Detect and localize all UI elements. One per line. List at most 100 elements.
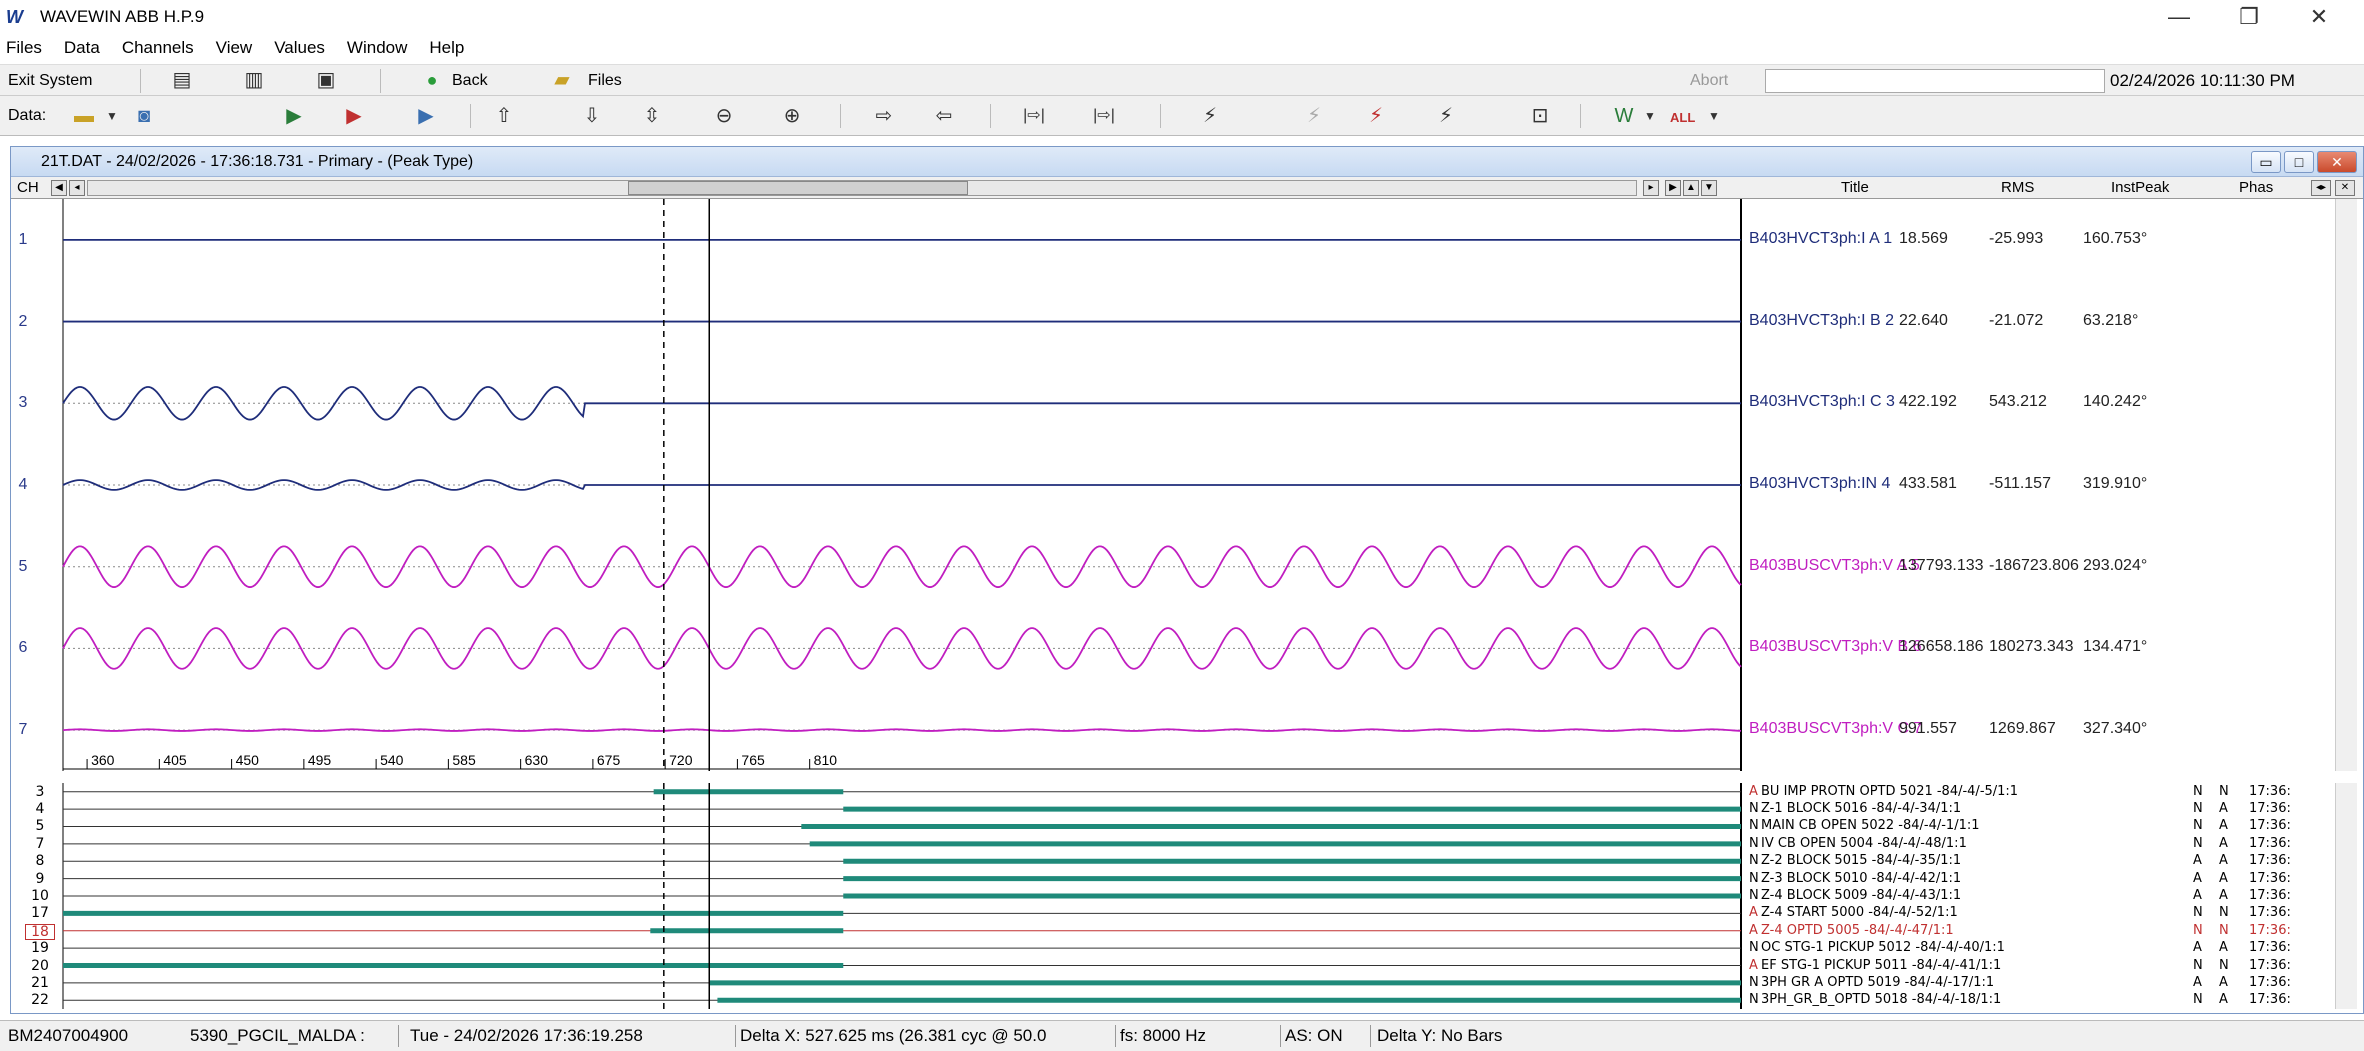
digital-channel-item[interactable]: A Z-4 OPTD 5005 -84/-4/-47/1:1 N N 17:36:: [1749, 923, 2333, 938]
wavewin-dropdown-icon[interactable]: ▼: [1644, 109, 1656, 123]
scroll-down-button[interactable]: ▼: [1701, 180, 1717, 196]
menu-help[interactable]: Help: [429, 38, 465, 57]
add-channel-icon[interactable]: ▶: [286, 105, 302, 127]
layout-columns-icon[interactable]: ▥: [244, 69, 264, 91]
restore-button[interactable]: ❐: [2239, 4, 2259, 29]
analog-waveforms[interactable]: 360 405 450 495 540 585 630 675 720 765 810: [11, 199, 1745, 771]
scroll-left-button[interactable]: ◂: [69, 180, 85, 196]
col-title-header[interactable]: Title: [1841, 179, 1869, 196]
menu-files[interactable]: Files: [6, 38, 42, 57]
channel-row[interactable]: B403BUSCVT3ph:V A 5 137793.133 -186723.806…: [1747, 557, 2333, 577]
digital-channel-item[interactable]: N IV CB OPEN 5004 -84/-4/-48/1:1 N A 17:36:: [1749, 836, 2333, 851]
arrow-up-icon[interactable]: ⇧: [495, 105, 513, 127]
arrow-left-icon[interactable]: ⇦: [935, 105, 953, 127]
digital-channel-item[interactable]: N Z-2 BLOCK 5015 -84/-4/-35/1:1 A A 17:36:: [1749, 854, 2333, 868]
digital-channel-item[interactable]: N Z-3 BLOCK 5010 -84/-4/-42/1:1 A A 17:36:: [1749, 871, 2333, 886]
channel-number[interactable]: 4: [18, 476, 28, 493]
channel-number[interactable]: 3: [18, 394, 28, 412]
digital-channel-item[interactable]: N MAIN CB OPEN 5022 -84/-4/-1/1:1 N A 17:36:: [1749, 819, 2333, 833]
digital-channel-item[interactable]: N Z-1 BLOCK 5016 -84/-4/-34/1:1 N A 17:36:: [1749, 802, 2333, 816]
wavewin-icon[interactable]: W: [1614, 105, 1634, 127]
digital-channel-item[interactable]: A BU IMP PROTN OPTD 5021 -84/-4/-5/1:1 N N 1…: [1749, 784, 2333, 799]
digital-channel-number[interactable]: 5: [35, 818, 45, 835]
digital-channel-number[interactable]: 21: [31, 974, 49, 991]
scroll-up-button[interactable]: ▲: [1683, 180, 1699, 196]
digital-channel-number[interactable]: 7: [35, 835, 45, 852]
layout-split-icon[interactable]: ▣: [316, 69, 336, 91]
folder-icon[interactable]: ▰: [554, 69, 570, 91]
minimize-button[interactable]: —: [2168, 4, 2190, 29]
menu-view[interactable]: View: [215, 38, 253, 57]
channel-number[interactable]: 6: [18, 639, 28, 657]
digital-channel-item[interactable]: A EF STG-1 PICKUP 5011 -84/-4/-41/1:1 N N 17…: [1749, 958, 2333, 973]
menu-values[interactable]: Values: [274, 38, 325, 57]
arrow-down-icon[interactable]: ⇩: [583, 105, 601, 127]
waveform-ch6[interactable]: [62, 627, 1742, 670]
channel-row[interactable]: B403HVCT3ph:I C 3 422.192 543.212 140.242°: [1747, 393, 2333, 413]
digital-channel-number[interactable]: 18: [25, 923, 55, 940]
digital-channel-number[interactable]: 4: [35, 801, 45, 818]
layout-rows-icon[interactable]: ▤: [172, 69, 192, 91]
vertical-scrollbar-analog[interactable]: [2335, 199, 2357, 771]
menu-data[interactable]: Data: [63, 38, 100, 57]
channel-row[interactable]: B403BUSCVT3ph:V B 6 126658.186 180273.343 1…: [1747, 638, 2333, 658]
channel-number[interactable]: 7: [18, 721, 28, 739]
digital-channel-item[interactable]: N Z-4 BLOCK 5009 -84/-4/-43/1:1 A A 17:36:: [1749, 889, 2333, 903]
scroll-right-end-button[interactable]: ▶: [1665, 180, 1681, 196]
menu-channels[interactable]: Channels: [121, 38, 194, 57]
channel-settings-icon[interactable]: ▶: [418, 105, 434, 127]
phasor-icon[interactable]: ⚡: [1202, 105, 1218, 127]
digital-channel-item[interactable]: N 3PH GR A OPTD 5019 -84/-4/-17/1:1 A A 17:3…: [1749, 975, 2333, 990]
digital-channel-number[interactable]: 9: [35, 870, 45, 887]
waveform-ch7[interactable]: [62, 728, 1742, 732]
digital-channel-number[interactable]: 20: [31, 957, 49, 974]
child-minimize-button[interactable]: ▭: [2251, 151, 2281, 173]
digital-channel-number[interactable]: 17: [31, 905, 49, 922]
cursor-right-icon[interactable]: |⇨|: [1093, 107, 1115, 124]
diagram-icon[interactable]: ⊡: [1531, 105, 1549, 127]
col-phase-header[interactable]: Phas: [2239, 179, 2274, 196]
col-scroll-icon[interactable]: ◂▸: [2311, 180, 2331, 196]
col-close-icon[interactable]: ✕: [2335, 180, 2355, 196]
digital-channel-list[interactable]: A BU IMP PROTN OPTD 5021 -84/-4/-5/1:1 N N 1…: [1747, 783, 2333, 1009]
col-rms-header[interactable]: RMS: [2001, 179, 2035, 196]
channel-number[interactable]: 1: [18, 230, 28, 248]
analog-plot-area[interactable]: 360 405 450 495 540 585 630 675 720 765 810 1 2 3 4 5 6…: [11, 199, 1745, 771]
digital-channel-number[interactable]: 10: [31, 888, 49, 904]
scroll-right-button[interactable]: ▸: [1643, 180, 1659, 196]
channel-row[interactable]: B403HVCT3ph:I B 2 22.640 -21.072 63.218°: [1747, 312, 2333, 332]
child-close-button[interactable]: ✕: [2317, 151, 2357, 173]
scroll-thumb[interactable]: [628, 181, 968, 195]
vertical-scrollbar-digital[interactable]: [2335, 783, 2357, 1009]
channel-number[interactable]: 2: [18, 312, 28, 330]
channel-row[interactable]: B403HVCT3ph:IN 4 433.581 -511.157 319.910°: [1747, 475, 2333, 495]
scroll-left-end-button[interactable]: ◀: [51, 180, 67, 196]
horizontal-scrollbar[interactable]: [87, 180, 1637, 196]
back-button[interactable]: Back: [452, 72, 488, 89]
back-icon[interactable]: ●: [426, 70, 438, 90]
digital-plot-area[interactable]: 3 4 5 7 8 9 10 17 18 19 20 21 22: [11, 783, 1745, 1009]
digital-channel-item[interactable]: N OC STG-1 PICKUP 5012 -84/-4/-40/1:1 A A 17…: [1749, 941, 2333, 955]
dropdown-arrow-icon[interactable]: ▼: [106, 109, 118, 123]
zoom-in-icon[interactable]: ⊕: [783, 105, 801, 127]
all-button[interactable]: ALL: [1670, 110, 1696, 125]
harmonics-icon[interactable]: ⚡: [1306, 105, 1322, 127]
files-button[interactable]: Files: [588, 72, 622, 89]
arrow-right-icon[interactable]: ⇨: [875, 105, 893, 127]
digital-channel-number[interactable]: 19: [31, 940, 49, 957]
close-button[interactable]: ✕: [2309, 4, 2329, 29]
col-instpeak-header[interactable]: InstPeak: [2111, 179, 2170, 196]
digital-channel-item[interactable]: A Z-4 START 5000 -84/-4/-52/1:1 N N 17:36:: [1749, 906, 2333, 920]
digital-channel-number[interactable]: 8: [35, 853, 45, 870]
abort-button[interactable]: Abort: [1690, 72, 1729, 89]
menu-window[interactable]: Window: [346, 38, 408, 57]
channel-row[interactable]: B403BUSCVT3ph:V C 7 991.557 1269.867 327.34…: [1747, 720, 2333, 740]
digital-channel-number[interactable]: 3: [35, 783, 45, 800]
cursor-left-icon[interactable]: |⇨|: [1023, 107, 1045, 124]
distance-icon[interactable]: ⚡: [1438, 105, 1454, 127]
open-data-icon[interactable]: ▬: [74, 105, 94, 127]
waveform-ch5[interactable]: [62, 545, 1742, 588]
digital-traces[interactable]: [11, 783, 1745, 1009]
all-dropdown-icon[interactable]: ▼: [1708, 109, 1720, 123]
digital-channel-item[interactable]: N 3PH_GR_B_OPTD 5018 -84/-4/-18/1:1 N A 17:3…: [1749, 993, 2333, 1007]
